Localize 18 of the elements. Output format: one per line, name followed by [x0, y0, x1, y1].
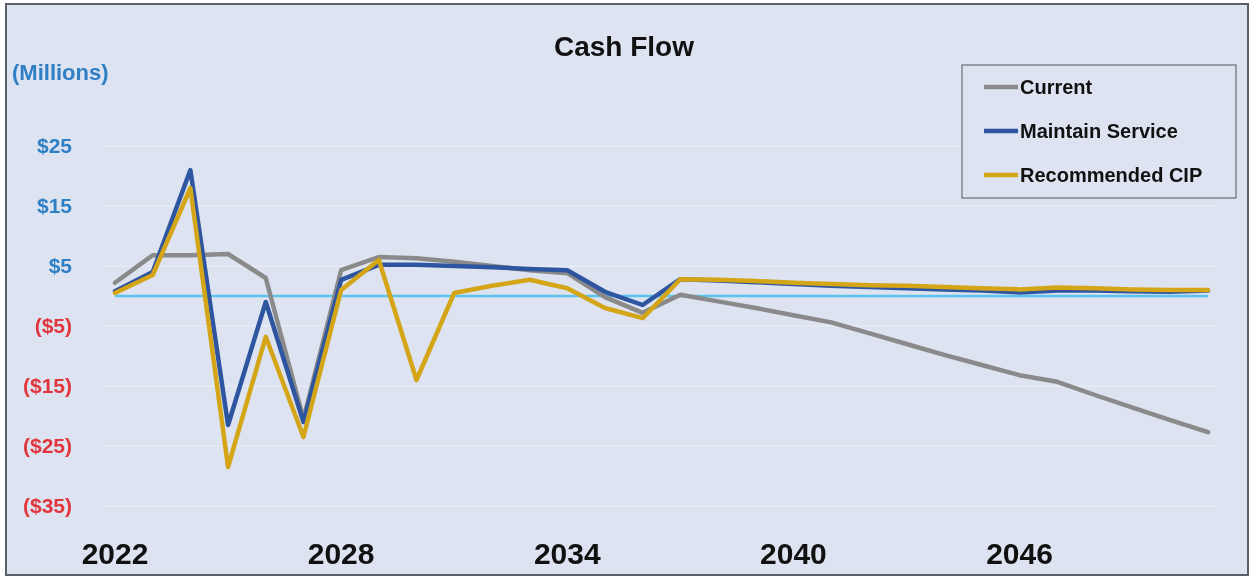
chart-title: Cash Flow — [553, 31, 695, 62]
y-tick-label: $5 — [48, 254, 73, 278]
x-tick-label: 2046 — [986, 537, 1053, 570]
y-tick-label: ($35) — [22, 494, 72, 518]
x-tick-label: 2040 — [760, 537, 827, 570]
y-tick-label: ($25) — [22, 434, 72, 458]
x-tick-label: 2022 — [81, 537, 149, 570]
y-axis-title: (Millions) — [12, 60, 109, 85]
legend-label: Current — [1020, 76, 1093, 98]
legend-label: Maintain Service — [1020, 120, 1178, 142]
y-tick-label: ($5) — [34, 314, 72, 338]
y-tick-label: $25 — [36, 134, 73, 158]
x-tick-label: 2028 — [307, 537, 375, 570]
legend-label: Recommended CIP — [1020, 164, 1203, 186]
y-tick-label: $15 — [36, 194, 73, 218]
y-tick-label: ($15) — [22, 374, 72, 398]
line-series — [112, 185, 1211, 470]
x-tick-label: 2034 — [533, 537, 601, 570]
